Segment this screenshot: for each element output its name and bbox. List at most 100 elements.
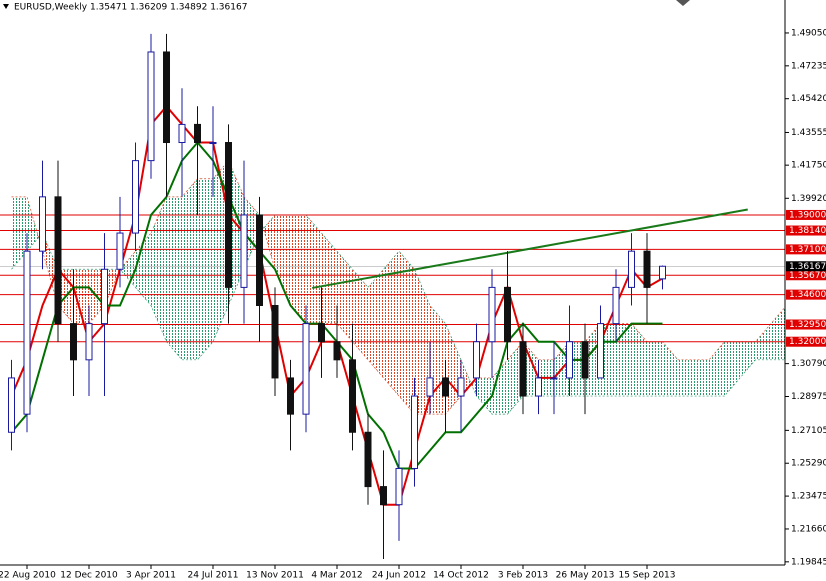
cloud-fill [399,251,415,415]
candle-body [550,377,558,380]
candle-body [8,377,15,433]
candle-body [240,214,248,288]
candle-body [395,467,403,506]
x-tick-label: 22 Aug 2010 [0,571,56,581]
cloud-fill [197,178,213,360]
cloud-fill [647,341,663,397]
level-label-bg [786,336,826,347]
candle-body [271,304,279,379]
candle-body [457,377,465,397]
level-label-bg [786,225,826,236]
level-label: 1.34600 [789,290,826,300]
candle-body [302,323,310,415]
level-label: 1.37100 [789,245,826,255]
candle-body [70,323,77,361]
y-tick-label: 1.43555 [791,128,826,138]
candle-body [39,196,46,252]
y-tick-label: 1.27105 [791,426,826,436]
candle-body [473,341,480,379]
current-price-label: 1.36167 [789,262,826,272]
cloud-fill [569,341,585,397]
level-label: 1.32000 [789,337,826,347]
candle-body [85,323,93,361]
menu-icon[interactable] [3,4,9,9]
cloud-fill [166,196,182,360]
cloud-fill [383,251,399,397]
y-tick-label: 1.28975 [791,392,826,402]
cloud-fill [73,269,89,324]
candle-body [597,323,604,379]
cloud-fill [740,341,756,378]
cloud-fill [275,214,291,306]
cloud-fill [724,341,740,397]
candle-body [318,323,325,343]
candle-body [364,431,372,488]
cloud-fill [135,233,151,306]
cloud-span [11,214,785,415]
cloud-fill [616,323,632,397]
candle-body [101,268,108,325]
x-tick-label: 26 May 2013 [556,571,615,581]
candle-body [209,142,217,145]
cloud-fill [693,359,709,397]
cloud-fill [368,269,384,378]
cloud-fill [42,233,58,306]
cloud-fill [430,305,446,415]
candle-body [132,160,139,234]
candle-body [194,123,201,144]
candle-body [23,250,31,415]
level-label-bg [786,319,826,330]
level-label-bg [786,270,826,281]
level-label: 1.38140 [789,226,826,236]
candle-body [643,250,651,288]
x-tick-label: 3 Feb 2013 [498,571,548,581]
y-tick-label: 1.19845 [791,557,826,567]
current-price-bg [786,261,826,272]
scroll-marker [676,0,690,6]
candle-body [256,214,263,306]
candle-body [566,341,573,379]
candle-body [54,196,62,325]
candle-body [333,341,341,361]
cloud-fill [321,233,337,324]
y-tick-label: 1.30790 [791,359,826,369]
trendline [312,208,748,289]
cloud-fill [182,178,198,360]
cloud-fill [352,269,368,360]
candle-body [178,123,186,144]
x-tick-label: 24 Jul 2011 [188,571,239,581]
x-tick-label: 12 Dec 2010 [60,571,118,581]
y-tick-label: 1.47235 [791,61,826,71]
candle-body [628,250,635,288]
candle-body [163,51,170,144]
candle-body [659,265,666,280]
x-tick-label: 15 Sep 2013 [618,571,675,581]
cloud-fill [476,377,492,415]
cloud-fill [492,359,508,415]
candle-body [411,395,418,469]
x-tick-label: 3 Apr 2011 [126,571,176,581]
candle-body [519,341,527,397]
cloud-fill [662,341,678,397]
candle-body [581,341,589,379]
candle-body [504,286,511,343]
x-tick-label: 14 Oct 2012 [433,571,489,581]
cloud-fill [337,251,353,342]
cloud-fill [306,214,322,324]
candle-body [488,286,496,343]
cloud-fill [678,359,694,397]
candle-body [147,51,155,162]
y-tick-label: 1.23475 [791,492,826,502]
candle-body [349,359,356,433]
candle-body [225,142,232,288]
chart-title: EURUSD,Weekly 1.35471 1.36209 1.34892 1.… [14,3,247,13]
y-tick-label: 1.41750 [791,161,826,171]
cloud-fill [213,160,229,342]
level-label: 1.32950 [789,320,826,330]
cloud-fill [709,341,725,397]
y-tick-label: 1.25290 [791,459,826,469]
candle-body [426,377,434,397]
candle-body [287,377,294,415]
candle-body [535,377,542,397]
